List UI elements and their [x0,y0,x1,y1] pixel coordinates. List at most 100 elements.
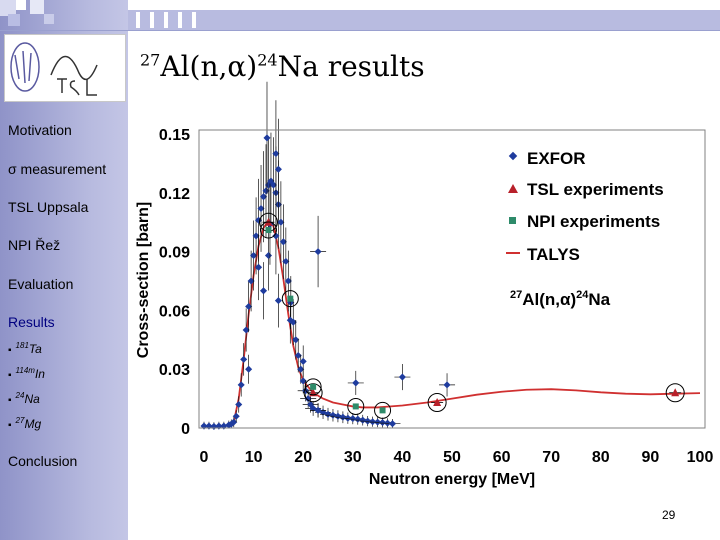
x-axis-label: Neutron energy [MeV] [369,471,535,488]
legend-marker-tsl [508,184,518,193]
sidebar-subitem-mg[interactable]: ▪ 27Mg [8,416,42,431]
x-tick-label: 10 [245,449,263,466]
exfor-point [262,187,270,195]
exfor-point [388,420,397,428]
sidebar-item-conclusion[interactable]: Conclusion [8,453,78,469]
y-tick-label: 0.03 [159,362,190,379]
sidebar-item-measurement[interactable]: σ measurement [8,161,107,177]
exfor-point [250,251,258,260]
npi-highlight-circle [281,290,299,308]
exfor-point [369,418,377,426]
exfor-point [299,357,307,365]
exfor-point [398,373,406,381]
exfor-point [245,302,253,311]
exfor-point [257,204,265,213]
legend-label-npi: NPI experiments [527,212,660,231]
slide-title: 27Al(n,α)24Na results [140,50,425,83]
npi-highlight-circle [259,221,277,239]
institution-logos [4,34,126,102]
exfor-point [242,326,250,334]
exfor-point [304,395,312,403]
exfor-point [235,400,243,409]
exfor-point [272,232,280,240]
exfor-point [277,218,285,226]
npi-point [310,383,317,390]
sidebar-item-npi[interactable]: NPI Řež [8,237,61,253]
exfor-point [314,248,322,256]
exfor-point [443,381,451,389]
exfor-point [352,379,360,387]
exfor-point [247,277,255,285]
sidebar-subitem-na[interactable]: ▪ 24Na [8,391,40,406]
x-tick-label: 40 [394,449,412,466]
tsl-highlight-circle [665,383,685,403]
x-tick-label: 90 [642,449,660,466]
npi-highlight-circle [304,378,322,396]
x-tick-label: 60 [493,449,511,466]
sidebar-item-results[interactable]: Results [8,314,55,330]
exfor-point [279,238,287,246]
legend-marker-npi [509,217,516,224]
decorative-squares [0,0,720,32]
exfor-point [359,416,367,424]
exfor-point [259,193,268,201]
exfor-point [364,417,372,425]
exfor-point [334,412,342,420]
exfor-point [269,181,277,189]
exfor-point [272,150,280,158]
sidebar-subitem-ta[interactable]: ▪ 181Ta [8,341,42,356]
npi-point [379,407,386,414]
sidebar-item-motivation[interactable]: Motivation [8,122,72,138]
exfor-point [294,351,302,360]
exfor-point [292,336,300,344]
x-tick-label: 50 [443,449,461,466]
npi-highlight-circle [374,401,392,419]
exfor-point [374,418,382,426]
tsl-highlight-circle [303,383,323,403]
page-number: 29 [662,508,676,522]
tsl-point [671,388,680,397]
exfor-point [274,297,282,305]
x-tick-label: 0 [200,449,209,466]
exfor-point [255,263,263,271]
exfor-point [339,413,347,421]
exfor-point [329,411,337,419]
exfor-point [237,381,245,389]
ujf-logo-icon [10,42,40,92]
y-tick-label: 0.09 [159,245,190,262]
exfor-point [344,414,352,422]
exfor-point [379,418,387,427]
exfor-point [232,412,240,420]
y-tick-label: 0.06 [159,303,190,320]
exfor-point [263,134,271,142]
sidebar-item-tsl[interactable]: TSL Uppsala [8,199,89,215]
plot-frame [198,129,706,429]
exfor-point [240,355,248,363]
top-rule [0,30,720,31]
exfor-point [383,419,392,427]
legend-marker-exfor [508,151,518,161]
legend-label-tsl: TSL experiments [527,180,664,199]
npi-point [352,403,359,410]
npi-point [265,227,272,234]
talys-curve [228,218,701,428]
x-tick-label: 30 [344,449,362,466]
exfor-point [299,377,307,385]
x-tick-label: 20 [294,449,312,466]
exfor-point [264,251,273,260]
exfor-point [282,257,290,265]
y-tick-label: 0 [181,421,190,438]
exfor-point [297,365,305,373]
sidebar-subitem-in[interactable]: ▪ 114mIn [8,366,45,381]
exfor-point [259,287,268,295]
npi-point [287,295,294,302]
tsl-logo-icon [50,55,98,96]
exfor-point [274,165,282,173]
exfor-point [354,415,362,423]
x-tick-label: 70 [542,449,560,466]
x-tick-label: 80 [592,449,610,466]
exfor-point [349,415,357,423]
sidebar-item-evaluation[interactable]: Evaluation [8,276,74,292]
tsl-point [433,398,442,407]
